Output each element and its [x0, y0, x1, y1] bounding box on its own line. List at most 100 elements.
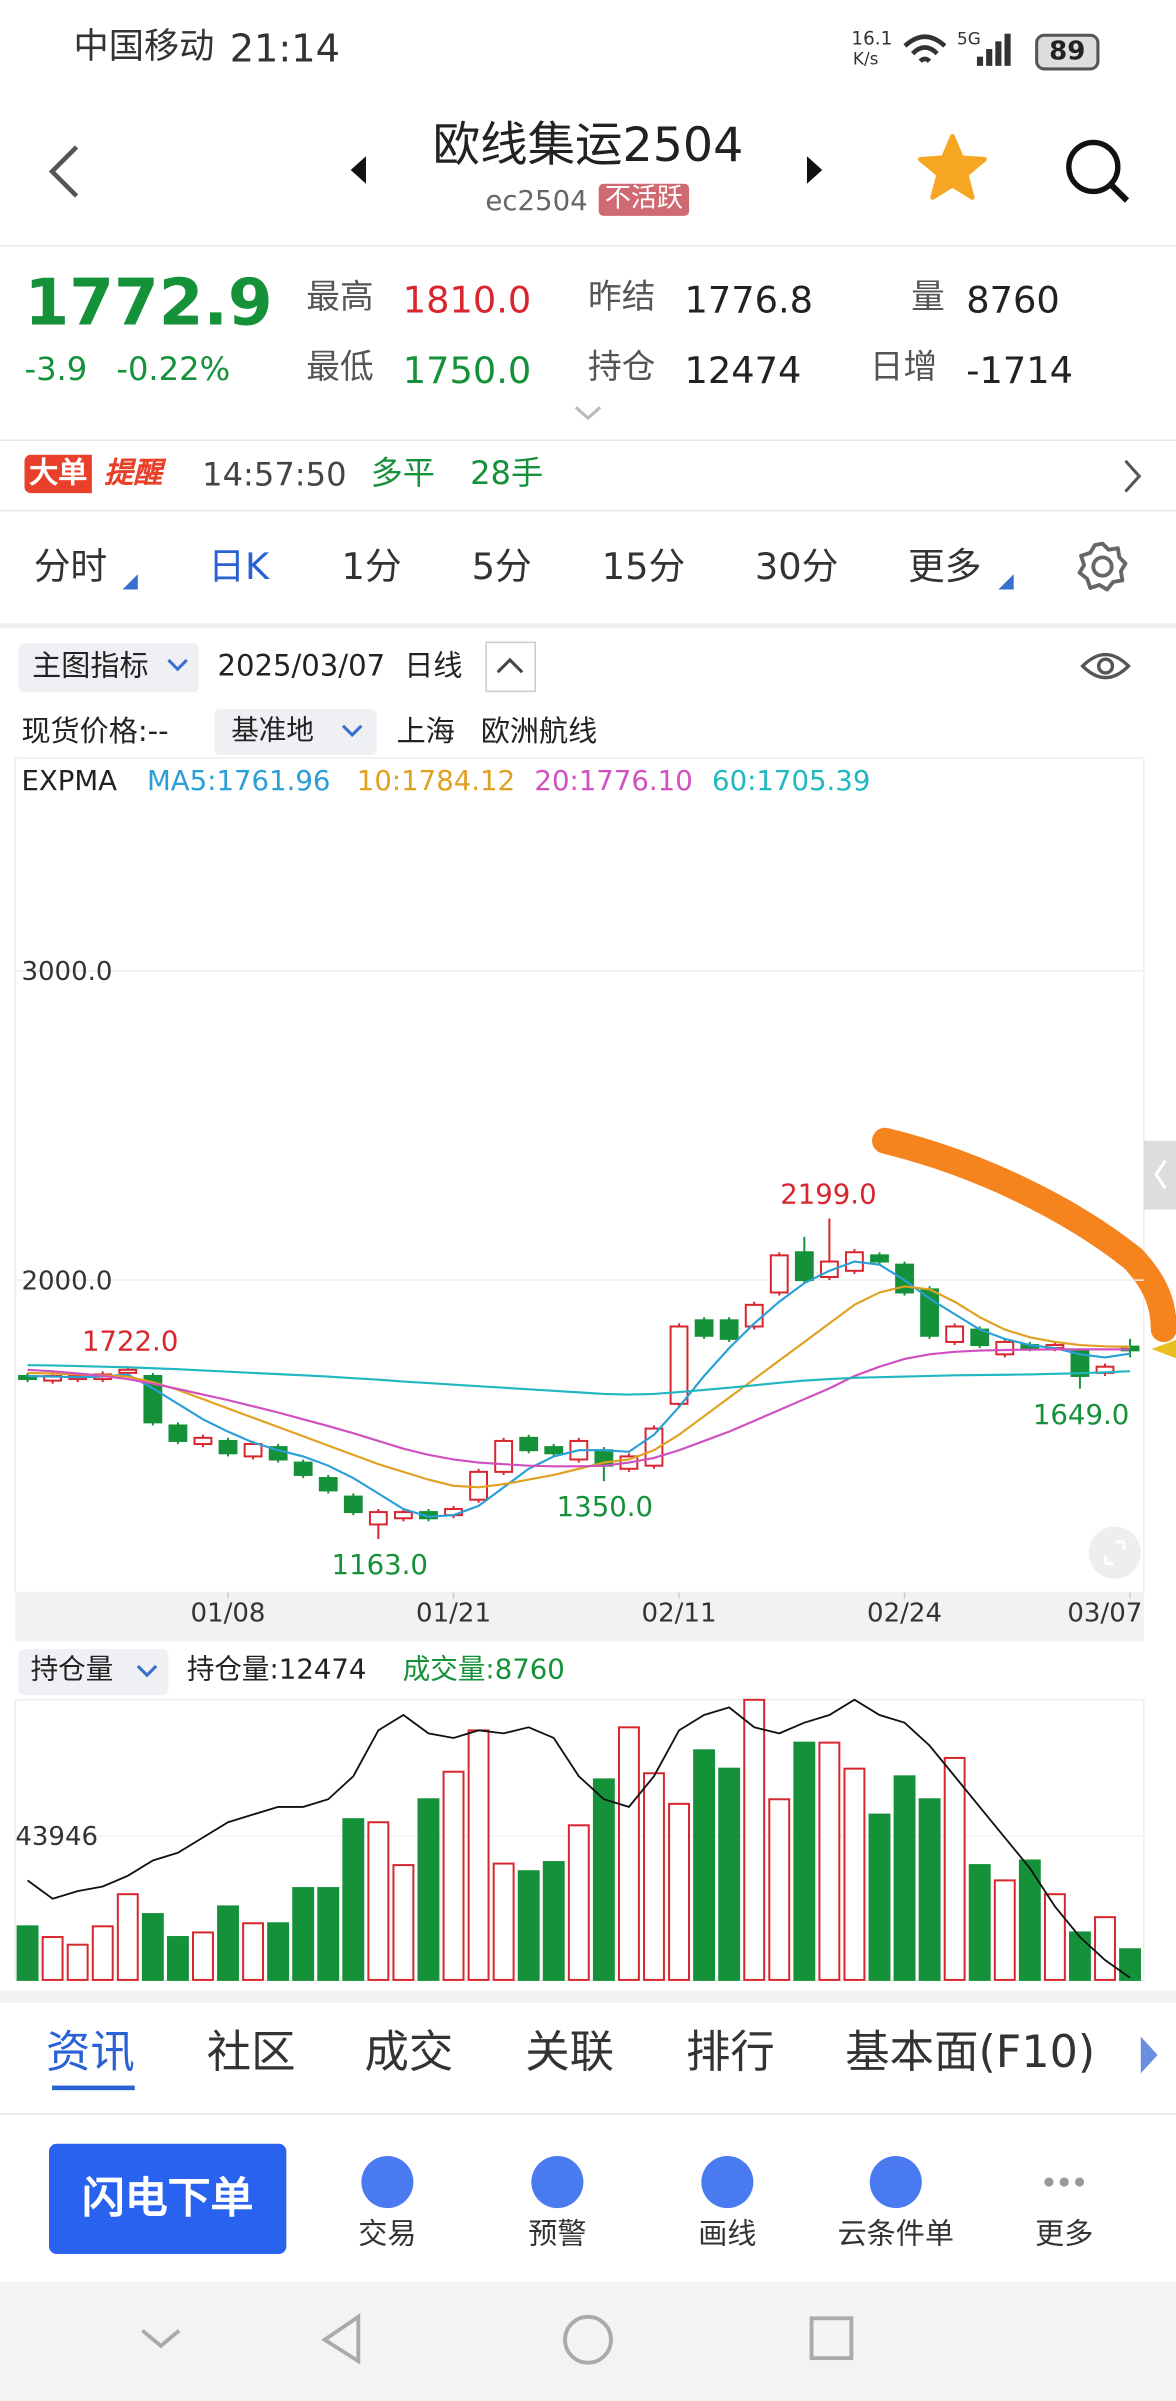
quote-field-value: 8760 [966, 282, 1060, 319]
volume-bar [569, 1825, 589, 1980]
indicator-select-label: 主图指标 [32, 652, 148, 681]
nav-bar [0, 2282, 1176, 2401]
action-label[interactable]: 交易 [296, 2220, 480, 2249]
period-tab[interactable]: 30分 [755, 548, 839, 585]
volume-bar [143, 1914, 163, 1980]
alert-more[interactable] [1121, 458, 1146, 495]
candle-body [395, 1512, 412, 1518]
period-tab[interactable]: 日K [208, 548, 269, 585]
dropdown-arrow [165, 657, 190, 675]
candle-body [796, 1252, 813, 1280]
action-icon[interactable] [361, 2156, 413, 2208]
candle-body [520, 1438, 537, 1450]
candle-body [495, 1441, 512, 1472]
volume-indicator-label: 持仓量 [31, 1657, 114, 1685]
expand-quote[interactable] [573, 404, 604, 422]
alert-tag: 大单 [25, 455, 92, 493]
action-label[interactable]: 云条件单 [804, 2220, 988, 2249]
volume-bar [644, 1773, 664, 1980]
period-tab[interactable]: 5分 [472, 548, 532, 585]
legend-entry: 10:1784.12 [357, 769, 515, 797]
volume-bar [118, 1894, 138, 1980]
volume-label: 成交量:8760 [403, 1657, 565, 1685]
volume-bar [469, 1730, 489, 1979]
candle-body [721, 1320, 738, 1339]
candle-body [370, 1512, 387, 1524]
price-annotation: 1350.0 [557, 1491, 653, 1523]
volume-bar [368, 1822, 388, 1980]
quote-field-label: 日增 [870, 352, 937, 386]
bottom-tab[interactable]: 基本面(F10) [845, 2030, 1095, 2074]
x-tick-label: 02/24 [867, 1599, 942, 1629]
chart-date: 2025/03/07 [217, 652, 385, 681]
action-icon[interactable] [1038, 2156, 1090, 2208]
divider [0, 439, 1176, 441]
bottom-tab[interactable]: 资讯 [46, 2030, 135, 2074]
action-icon[interactable] [870, 2156, 922, 2208]
divider [0, 1991, 1176, 2003]
volume-bar [769, 1799, 789, 1980]
quick-order-button[interactable]: 闪电下单 [49, 2144, 286, 2254]
contract-code: ec2504 [485, 188, 587, 216]
price-annotation: 1722.0 [82, 1326, 178, 1358]
clock: 21:14 [230, 29, 340, 67]
volume-bar [419, 1799, 439, 1980]
inactive-badge: 不活跃 [599, 184, 689, 216]
y-tick-label: 2000.0 [21, 1266, 112, 1296]
action-label[interactable]: 画线 [635, 2220, 819, 2249]
alert-tag-2: 提醒 [101, 455, 165, 493]
fullscreen-button[interactable] [1089, 1527, 1141, 1579]
favorite-star[interactable] [916, 132, 990, 206]
tabs-more[interactable] [1136, 2034, 1161, 2077]
quote-field-label: 最低 [306, 352, 373, 386]
carrier: 中国移动 [74, 31, 215, 66]
action-icon[interactable] [701, 2156, 753, 2208]
x-tick-label: 01/08 [191, 1599, 266, 1629]
volume-bar [268, 1923, 288, 1980]
search-button[interactable] [1060, 135, 1134, 209]
volume-bar [794, 1743, 814, 1980]
bottom-tab[interactable]: 排行 [686, 2030, 775, 2074]
volume-bar [995, 1880, 1015, 1980]
alert-size: 28手 [470, 458, 543, 490]
dropdown-arrow [340, 723, 365, 741]
collapse-button[interactable] [485, 642, 536, 693]
quote-field-value: 12474 [684, 352, 801, 389]
price-annotation: 1649.0 [1033, 1399, 1129, 1431]
period-tab[interactable]: 1分 [341, 548, 401, 585]
candle-body [119, 1370, 136, 1373]
next-contract[interactable] [802, 153, 827, 187]
candle-body [320, 1478, 337, 1490]
period-tab[interactable]: 15分 [602, 548, 686, 585]
legend-entry: 20:1776.10 [534, 769, 692, 797]
tab-underline [52, 2086, 135, 2091]
bottom-tab[interactable]: 成交 [364, 2030, 453, 2074]
volume-bar [318, 1888, 338, 1980]
volume-bar [68, 1945, 88, 1980]
action-label[interactable]: 预警 [466, 2220, 650, 2249]
action-icon[interactable] [531, 2156, 583, 2208]
period-tab[interactable]: 更多 [908, 548, 982, 585]
volume-bar [293, 1888, 313, 1980]
last-price: 1772.9 [25, 271, 273, 335]
tab-corner [123, 574, 138, 589]
period-tab[interactable]: 分时 [34, 548, 108, 585]
toggle-visibility[interactable] [1078, 646, 1133, 686]
net-speed-unit: K/s [853, 51, 879, 68]
candle-body [195, 1438, 212, 1444]
side-handle[interactable] [1144, 1141, 1176, 1210]
candle-body [996, 1342, 1013, 1354]
candle-body [946, 1326, 963, 1341]
settings[interactable] [1075, 539, 1130, 594]
dropdown-arrow [135, 1663, 160, 1681]
price-annotation: 2199.0 [780, 1179, 876, 1211]
action-label[interactable]: 更多 [972, 2220, 1156, 2249]
bottom-tab[interactable]: 关联 [525, 2030, 614, 2074]
x-tick-label: 01/21 [416, 1599, 491, 1629]
bottom-tab[interactable]: 社区 [207, 2030, 296, 2074]
volume-bar [243, 1923, 263, 1980]
price-change: -3.9 [25, 354, 88, 386]
